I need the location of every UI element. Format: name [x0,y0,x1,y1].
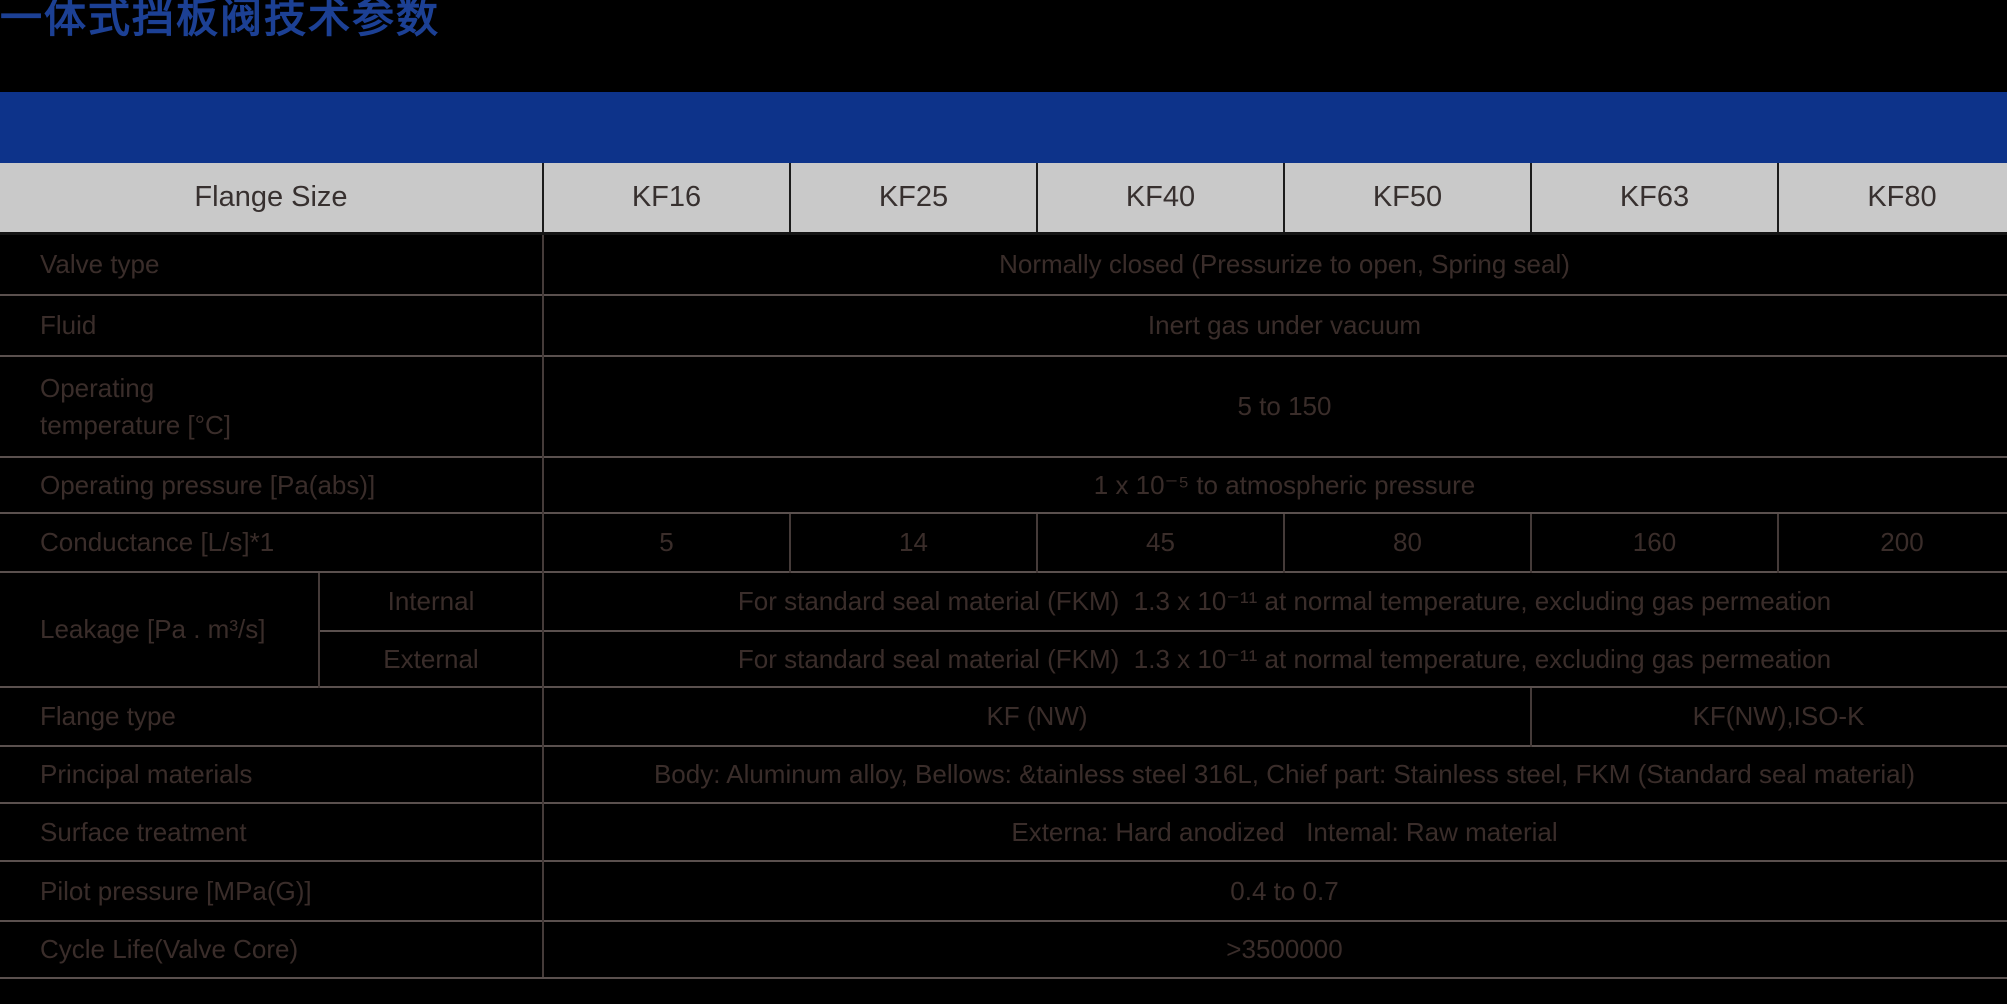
spec-table: Flange Size KF16 KF25 KF40 KF50 KF63 KF8… [0,92,2007,979]
header-row: Flange Size KF16 KF25 KF40 KF50 KF63 KF8… [0,163,2007,235]
row-surface-treatment: Surface treatment Externa: Hard anodized… [0,802,2007,861]
header-kf40: KF40 [1036,163,1284,235]
flange-type-iso-value: KF(NW),ISO-K [1530,686,2007,746]
conductance-value-kf25: 14 [789,512,1037,572]
value-principal-materials: Body: Aluminum alloy, Bellows: &tainless… [542,745,2007,803]
conductance-value-kf63: 160 [1530,512,1778,572]
page-title: 一体式挡板阀技术参数 [0,0,441,41]
row-label-conductance: Conductance [L/s]*1 [0,512,543,572]
leakage-external-label: External [318,630,543,687]
value-valve-type: Normally closed (Pressurize to open, Spr… [542,233,2007,295]
conductance-value-kf50: 80 [1283,512,1531,572]
row-label-surface-treatment: Surface treatment [0,802,543,861]
row-label-flange-type: Flange type [0,686,543,746]
row-label-operating-temperature: Operating temperature [°C] [0,355,543,457]
row-operating-pressure: Operating pressure [Pa(abs)] 1 x 10⁻⁵ to… [0,456,2007,513]
row-operating-temperature: Operating temperature [°C] 5 to 150 [0,355,2007,457]
header-kf50: KF50 [1283,163,1531,235]
leakage-internal-value: For standard seal material (FKM) 1.3 x 1… [542,571,2007,631]
row-label-operating-pressure: Operating pressure [Pa(abs)] [0,456,543,513]
table-title-bar [0,92,2007,163]
header-kf25: KF25 [789,163,1037,235]
header-kf16: KF16 [542,163,790,235]
value-operating-temperature: 5 to 150 [542,355,2007,457]
value-surface-treatment: Externa: Hard anodized Intemal: Raw mate… [542,802,2007,861]
leakage-external-value: For standard seal material (FKM) 1.3 x 1… [542,630,2007,687]
value-cycle-life: >3500000 [542,920,2007,979]
value-pilot-pressure: 0.4 to 0.7 [542,860,2007,921]
flange-type-kf-value: KF (NW) [542,686,1531,746]
row-label-principal-materials: Principal materials [0,745,543,803]
conductance-value-kf80: 200 [1777,512,2007,572]
row-label-pilot-pressure: Pilot pressure [MPa(G)] [0,860,543,921]
conductance-value-kf40: 45 [1036,512,1284,572]
row-label-valve-type: Valve type [40,249,160,280]
row-valve-type: Valve type Normally closed (Pressurize t… [0,233,2007,295]
value-fluid: Inert gas under vacuum [542,294,2007,356]
leakage-internal-label: Internal [318,571,543,631]
row-pilot-pressure: Pilot pressure [MPa(G)] 0.4 to 0.7 [0,860,2007,921]
value-operating-pressure: 1 x 10⁻⁵ to atmospheric pressure [542,456,2007,513]
row-leakage-internal: Leakage [Pa . m³/s] Internal For standar… [0,571,2007,687]
row-label-leakage: Leakage [Pa . m³/s] [0,571,319,687]
header-flange-size: Flange Size [0,163,543,235]
header-kf63: KF63 [1530,163,1778,235]
row-label-cycle-life: Cycle Life(Valve Core) [0,920,543,979]
conductance-value-kf16: 5 [542,512,790,572]
header-kf80: KF80 [1777,163,2007,235]
row-conductance: Conductance [L/s]*1 5 14 45 80 160 200 [0,512,2007,572]
row-flange-type: Flange type KF (NW) KF(NW),ISO-K [0,686,2007,746]
spec-table-grid: Flange Size KF16 KF25 KF40 KF50 KF63 KF8… [0,163,2007,979]
row-principal-materials: Principal materials Body: Aluminum alloy… [0,745,2007,803]
row-leakage-external: External For standard seal material (FKM… [0,630,2007,687]
row-label-fluid: Fluid [0,294,543,356]
row-cycle-life: Cycle Life(Valve Core) >3500000 [0,920,2007,979]
row-fluid: Fluid Inert gas under vacuum [0,294,2007,356]
